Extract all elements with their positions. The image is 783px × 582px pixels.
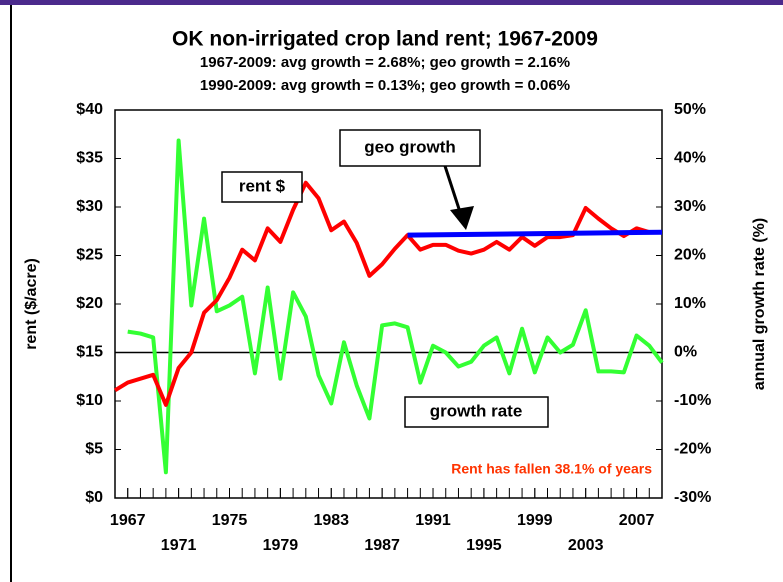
y-tick-label: $15 (76, 344, 103, 361)
x-tick-label: 1967 (110, 512, 146, 529)
y-tick-label: $30 (76, 198, 103, 215)
x-tick-label: 1971 (161, 537, 197, 554)
x-tick-label: 1975 (212, 512, 248, 529)
y2-tick-label: 50% (674, 101, 706, 118)
y2-axis-label: annual growth rate (%) (751, 218, 768, 390)
x-tick-label: 1987 (364, 537, 400, 554)
annotation: Rent has fallen 38.1% of years (451, 461, 652, 477)
y-axis-label: rent ($/acre) (23, 258, 40, 350)
y-tick-label: $35 (76, 150, 103, 167)
y2-tick-label: -10% (674, 392, 711, 409)
y2-tick-label: 0% (674, 344, 697, 361)
x-tick-label: 1995 (466, 537, 502, 554)
arrow-head (450, 206, 474, 230)
x-tick-label: 1983 (313, 512, 349, 529)
label-box (339, 129, 481, 167)
series-line (127, 138, 664, 475)
y-tick-label: $10 (76, 392, 103, 409)
y2-tick-label: 20% (674, 247, 706, 264)
label-box (404, 396, 549, 428)
y2-tick-label: -30% (674, 489, 711, 506)
plot-frame (114, 109, 663, 499)
series-label: growth rate (430, 401, 523, 420)
top-bar (0, 0, 783, 5)
chart-title: OK non-irrigated crop land rent; 1967-20… (172, 28, 598, 51)
y-tick-label: $5 (85, 441, 103, 458)
y2-tick-label: -20% (674, 441, 711, 458)
series-label: rent $ (239, 176, 286, 195)
y2-tick-label: 30% (674, 198, 706, 215)
y-tick-label: $40 (76, 101, 103, 118)
series-label: geo growth (364, 137, 456, 156)
x-tick-label: 1999 (517, 512, 553, 529)
y-tick-label: $20 (76, 295, 103, 312)
x-tick-label: 2007 (619, 512, 655, 529)
arrow-shaft (443, 165, 462, 213)
x-tick-label: 1979 (263, 537, 299, 554)
x-tick-label: 1991 (415, 512, 451, 529)
y-tick-label: $25 (76, 247, 103, 264)
label-box (221, 171, 303, 203)
series-line (113, 180, 662, 407)
subtitle: 1967-2009: avg growth = 2.68%; geo growt… (200, 54, 570, 71)
x-tick-label: 2003 (568, 537, 604, 554)
y-tick-label: $0 (85, 489, 103, 506)
series-line (407, 229, 663, 238)
subtitle: 1990-2009: avg growth = 0.13%; geo growt… (200, 77, 570, 94)
y2-tick-label: 10% (674, 295, 706, 312)
y2-tick-label: 40% (674, 150, 706, 167)
